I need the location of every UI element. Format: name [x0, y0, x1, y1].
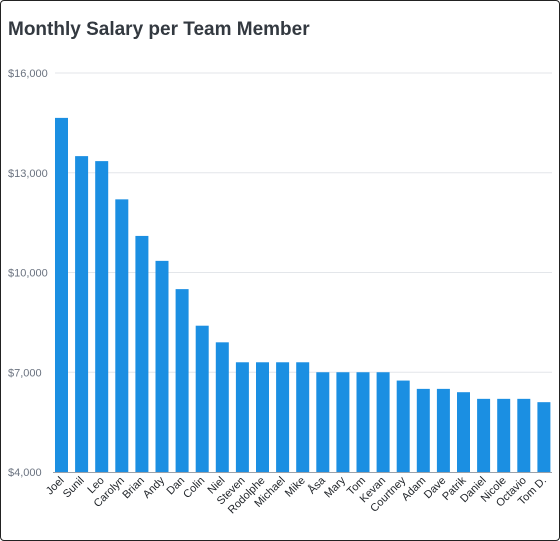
- bar[interactable]: [276, 362, 290, 472]
- y-tick-label: $4,000: [8, 467, 42, 479]
- bar[interactable]: [215, 342, 229, 472]
- x-tick-label: Sunil: [61, 475, 87, 501]
- bar[interactable]: [336, 372, 350, 472]
- y-axis-ticks: $4,000 $7,000 $10,000 $13,000 $16,000: [8, 68, 48, 479]
- bar[interactable]: [457, 392, 470, 472]
- bar[interactable]: [497, 398, 511, 472]
- bar[interactable]: [75, 156, 89, 472]
- y-tick-label: $16,000: [8, 68, 48, 80]
- bar[interactable]: [396, 380, 410, 472]
- x-axis-ticks: JoelSunilLeoCarolynBrianAndyDanColinNiel…: [44, 473, 549, 516]
- bar[interactable]: [436, 388, 450, 472]
- bar[interactable]: [115, 199, 129, 472]
- bars: [55, 117, 551, 473]
- x-tick-label: Colin: [181, 475, 207, 501]
- bar[interactable]: [416, 388, 430, 472]
- x-tick-label: Mary: [322, 474, 348, 500]
- bar[interactable]: [517, 398, 531, 472]
- x-tick-label: Brian: [120, 475, 147, 502]
- bar[interactable]: [175, 289, 189, 472]
- y-tick-label: $10,000: [8, 268, 48, 280]
- gridlines: [55, 72, 552, 373]
- bar[interactable]: [537, 402, 551, 472]
- bar[interactable]: [316, 372, 330, 472]
- bar[interactable]: [95, 161, 109, 473]
- y-tick-label: $13,000: [8, 168, 48, 180]
- x-tick-label: Mike: [283, 475, 308, 500]
- bar[interactable]: [235, 362, 249, 472]
- bar[interactable]: [256, 362, 269, 472]
- bar[interactable]: [195, 325, 209, 472]
- y-tick-label: $7,000: [8, 367, 42, 379]
- bar[interactable]: [155, 260, 169, 472]
- chart-title: Monthly Salary per Team Member: [8, 19, 310, 40]
- bar[interactable]: [55, 117, 68, 472]
- bar[interactable]: [356, 372, 370, 472]
- bar[interactable]: [376, 372, 390, 472]
- bar[interactable]: [135, 235, 149, 472]
- bar[interactable]: [296, 362, 310, 472]
- bar[interactable]: [477, 398, 491, 472]
- x-tick-label: Andy: [141, 474, 168, 501]
